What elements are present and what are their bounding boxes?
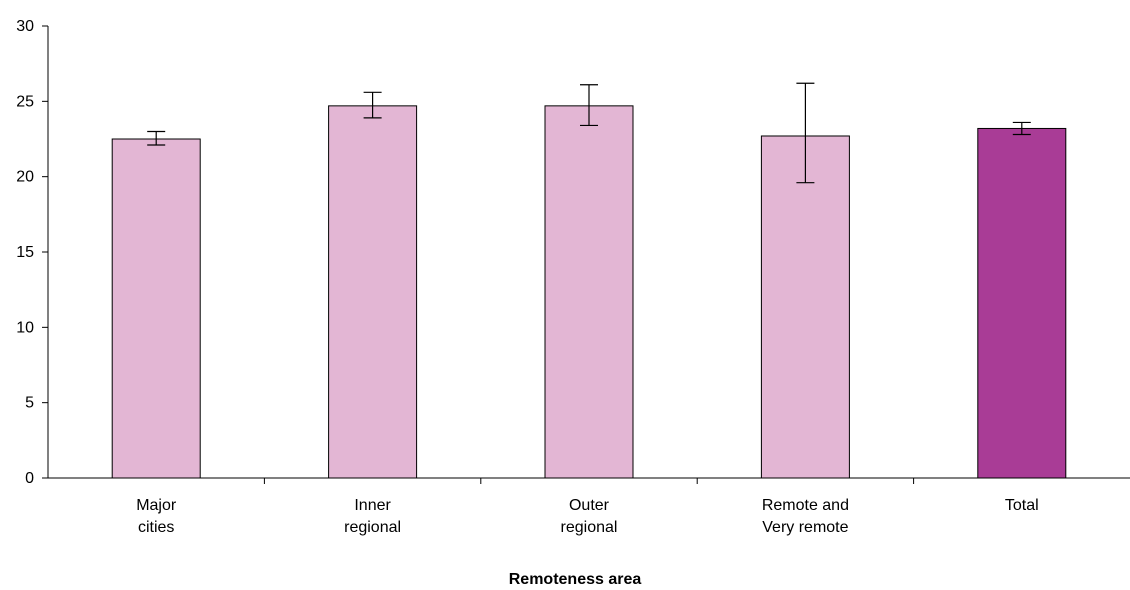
category-labels: Major cities Inner regional Outer regional Rem… [136,497,1039,536]
category-label: Major cities [136,497,177,536]
y-tick-label: 0 [25,470,34,487]
y-tick-label: 10 [16,319,34,336]
x-axis-label: Remoteness area [509,571,642,588]
bar [760,135,850,479]
x-axis [48,477,1130,484]
bars [111,105,1067,479]
error-bar [1012,121,1031,136]
y-tick-label: 25 [16,93,34,110]
bar [328,105,418,479]
bar [977,127,1067,479]
error-bar [363,91,382,119]
error-bar [147,130,166,146]
y-tick-label: 15 [16,244,34,261]
category-label: Remote and Very remote [762,497,849,536]
category-label: Total [1005,497,1039,514]
error-bar [580,84,598,127]
error-bars [147,82,1031,184]
category-label: Inner regional [344,497,401,536]
y-axis: 0 5 10 15 20 25 30 [16,18,49,487]
error-bar [796,82,815,184]
bar [544,105,634,479]
y-tick-label: 20 [16,169,34,186]
y-tick-label: 5 [25,395,34,412]
category-label: Outer regional [561,497,618,536]
bar [111,138,201,479]
y-tick-label: 30 [16,18,34,35]
